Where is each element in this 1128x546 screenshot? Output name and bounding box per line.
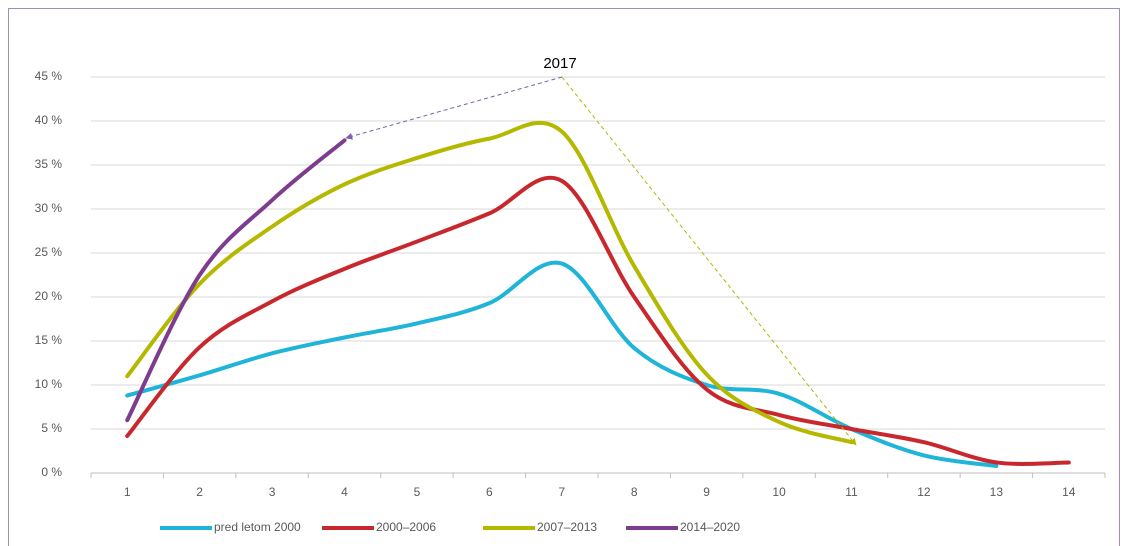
chart-border <box>8 8 1120 546</box>
x-tick-label: 3 <box>269 485 276 499</box>
x-tick-label: 10 <box>772 485 786 499</box>
plot-area: 0 %5 %10 %15 %20 %25 %30 %35 %40 %45 %1 2… <box>35 69 1106 499</box>
series-line <box>125 175 1071 466</box>
x-tick-label: 14 <box>1062 485 1076 499</box>
y-tick-label: 40 % <box>35 113 63 127</box>
legend-label: 2000–2006 <box>376 520 436 534</box>
series-line <box>125 120 854 445</box>
annotation-arrow <box>345 76 563 140</box>
y-tick-label: 5 % <box>41 421 62 435</box>
x-tick-label: 7 <box>558 485 565 499</box>
y-tick-label: 20 % <box>35 289 63 303</box>
x-tick-label: 4 <box>341 485 348 499</box>
x-tick-label: 9 <box>703 485 710 499</box>
annotation-arrow <box>561 76 857 446</box>
y-tick-label: 15 % <box>35 333 63 347</box>
legend-label: 2014–2020 <box>680 520 740 534</box>
series-line <box>125 260 999 468</box>
y-tick-label: 25 % <box>35 245 63 259</box>
legend-label: 2007–2013 <box>537 520 597 534</box>
x-tick-label: 1 <box>124 485 131 499</box>
x-tick-label: 11 <box>845 485 858 499</box>
legend-label: pred letom 2000 <box>214 520 301 534</box>
annotation: 2017 <box>543 55 576 72</box>
x-tick-label: 8 <box>631 485 638 499</box>
x-tick-label: 6 <box>486 485 493 499</box>
y-tick-label: 10 % <box>35 377 63 391</box>
x-tick-label: 12 <box>917 485 931 499</box>
y-tick-label: 30 % <box>35 201 63 215</box>
y-tick-label: 0 % <box>41 465 62 479</box>
x-tick-label: 13 <box>990 485 1004 499</box>
x-tick-label: 2 <box>196 485 203 499</box>
y-tick-label: 45 % <box>35 69 63 83</box>
x-tick-label: 5 <box>414 485 421 499</box>
series-line <box>125 138 347 423</box>
y-tick-label: 35 % <box>35 157 63 171</box>
